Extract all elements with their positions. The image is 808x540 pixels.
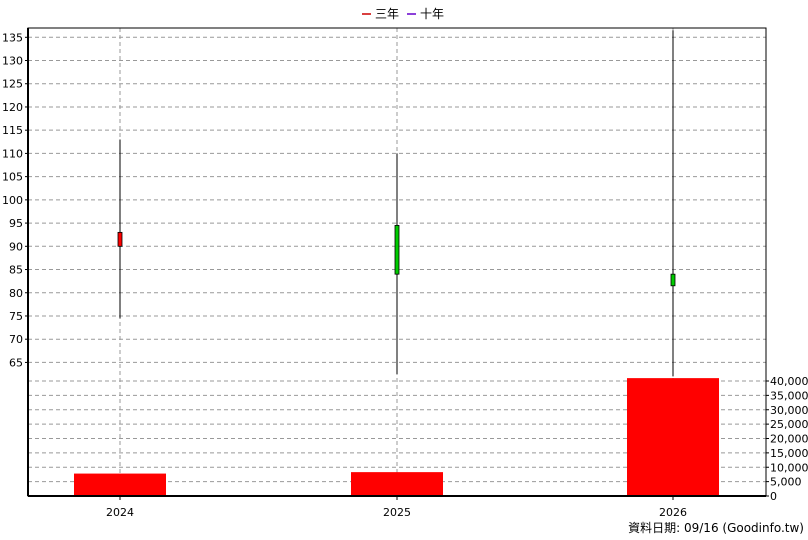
legend: 三年 十年 xyxy=(362,7,444,21)
left-tick-label-95: 95 xyxy=(9,217,23,230)
legend-label-1: 十年 xyxy=(420,7,444,21)
volume-bar-2024 xyxy=(74,473,166,496)
right-tick-label-20000: 20,000 xyxy=(770,433,808,446)
right-tick-label-0: 0 xyxy=(770,490,777,503)
right-tick-label-35000: 35,000 xyxy=(770,389,808,402)
right-tick-label-25000: 25,000 xyxy=(770,418,808,431)
candle-body-2024 xyxy=(117,231,123,247)
left-tick-label-105: 105 xyxy=(2,171,23,184)
left-tick-label-80: 80 xyxy=(9,287,23,300)
volume-bar-2026 xyxy=(627,378,719,496)
left-tick-label-110: 110 xyxy=(2,147,23,160)
right-tick-label-10000: 10,000 xyxy=(770,461,808,474)
candlestick-series xyxy=(117,30,676,377)
right-tick-label-30000: 30,000 xyxy=(770,404,808,417)
left-tick-label-115: 115 xyxy=(2,124,23,137)
candle-body-2025 xyxy=(394,225,400,275)
volume-bar-2025 xyxy=(351,472,443,496)
left-tick-label-125: 125 xyxy=(2,78,23,91)
right-tick-label-5000: 5,000 xyxy=(770,476,802,489)
x-tick-label-2025: 2025 xyxy=(383,506,411,519)
legend-label-0: 三年 xyxy=(375,7,399,21)
right-tick-label-15000: 15,000 xyxy=(770,447,808,460)
left-tick-label-70: 70 xyxy=(9,333,23,346)
volume-bar-series xyxy=(74,378,719,496)
left-tick-label-130: 130 xyxy=(2,55,23,68)
left-tick-label-85: 85 xyxy=(9,264,23,277)
axes: 65 70 75 80 85 90 95 100 105 110 115 120 125 130 135 05… xyxy=(2,27,808,519)
left-tick-label-65: 65 xyxy=(9,356,23,369)
right-tick-label-40000: 40,000 xyxy=(770,375,808,388)
left-tick-label-135: 135 xyxy=(2,31,23,44)
footer-source-text: 資料日期: 09/16 (Goodinfo.tw) xyxy=(628,521,804,535)
left-tick-label-90: 90 xyxy=(9,240,23,253)
left-tick-label-100: 100 xyxy=(2,194,23,207)
left-tick-label-120: 120 xyxy=(2,101,23,114)
x-tick-label-2024: 2024 xyxy=(106,506,134,519)
x-tick-label-2026: 2026 xyxy=(659,506,687,519)
left-tick-label-75: 75 xyxy=(9,310,23,323)
candle-body-2026 xyxy=(670,273,676,287)
